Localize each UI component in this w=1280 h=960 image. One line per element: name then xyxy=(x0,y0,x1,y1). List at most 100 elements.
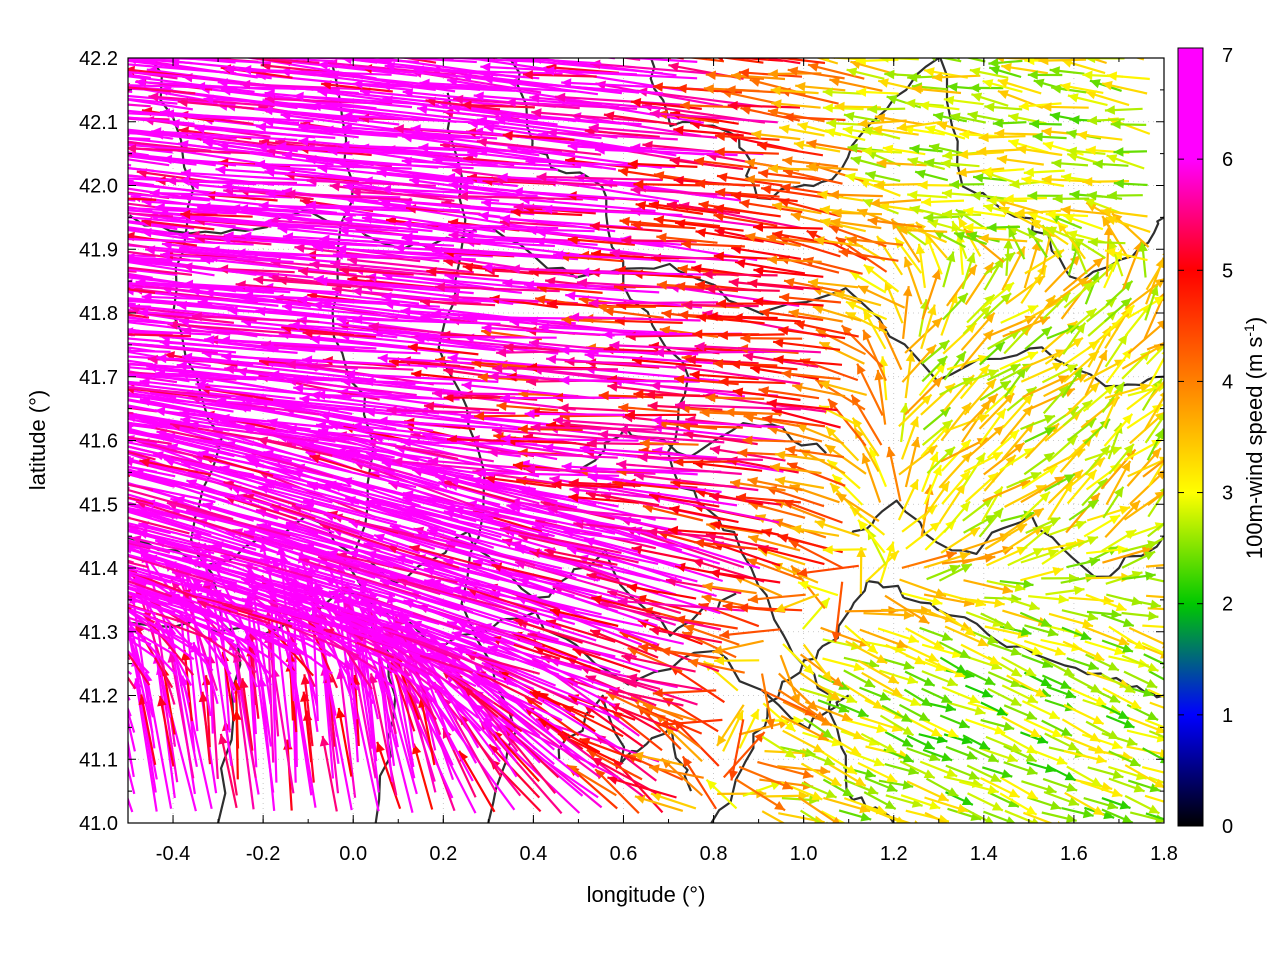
x-tick-label: 0.4 xyxy=(519,843,547,865)
wind-vector xyxy=(128,313,150,319)
wind-vector xyxy=(555,92,683,106)
wind-vector xyxy=(1145,344,1164,365)
wind-vector xyxy=(879,541,895,584)
wind-vector xyxy=(128,302,136,306)
wind-vector xyxy=(128,559,134,564)
wind-vector xyxy=(128,596,176,614)
wind-vector xyxy=(161,154,316,172)
wind-vector xyxy=(767,163,818,174)
wind-vector xyxy=(1047,276,1089,308)
wind-vector xyxy=(713,204,781,218)
wind-vector xyxy=(938,641,971,659)
wind-vector xyxy=(817,674,850,691)
wind-vector xyxy=(1041,719,1073,737)
wind-vector xyxy=(1146,342,1164,351)
wind-vector xyxy=(276,141,433,154)
wind-vector xyxy=(128,116,195,125)
wind-vector xyxy=(959,363,991,400)
wind-vector xyxy=(128,524,233,554)
wind-vector xyxy=(921,670,959,687)
wind-vector xyxy=(766,233,824,245)
wind-vector xyxy=(1148,577,1164,583)
wind-vector xyxy=(128,430,230,445)
wind-vector xyxy=(818,380,867,396)
wind-vector xyxy=(1007,226,1026,260)
wind-vector xyxy=(1062,256,1105,292)
wind-vector xyxy=(900,794,941,810)
wind-vector xyxy=(285,189,413,201)
wind-vector xyxy=(128,220,195,230)
wind-vector xyxy=(859,628,908,649)
wind-vector xyxy=(1020,549,1059,564)
wind-vector xyxy=(522,70,597,80)
wind-vector xyxy=(135,277,291,294)
wind-vector xyxy=(904,317,943,354)
wind-vector xyxy=(722,731,766,779)
wind-vector xyxy=(822,657,865,672)
wind-vector xyxy=(594,145,738,157)
wind-vector xyxy=(819,749,858,776)
wind-vector xyxy=(1084,349,1108,396)
wind-vector xyxy=(128,503,193,522)
wind-vector xyxy=(1121,550,1156,569)
wind-vector xyxy=(128,412,230,432)
wind-vector xyxy=(128,363,129,366)
wind-vector xyxy=(1060,205,1111,216)
wind-vector xyxy=(243,290,400,305)
wind-vector xyxy=(802,643,833,683)
wind-vector xyxy=(128,373,257,381)
wind-vector xyxy=(179,244,336,264)
wind-vector xyxy=(803,717,834,740)
wind-vector xyxy=(1020,362,1064,383)
wind-vector xyxy=(921,480,951,521)
wind-vector xyxy=(565,291,703,309)
wind-vector xyxy=(987,671,1022,688)
wind-vector xyxy=(947,701,986,716)
wind-vector xyxy=(1041,657,1075,677)
wind-vector xyxy=(807,278,859,289)
wind-vector xyxy=(128,266,193,276)
wind-vector xyxy=(128,386,232,398)
wind-vector xyxy=(861,452,882,503)
wind-vector xyxy=(1021,700,1061,720)
wind-vector xyxy=(959,780,999,795)
wind-vector xyxy=(128,546,192,570)
wind-vector xyxy=(846,67,885,80)
wind-vector xyxy=(1076,130,1123,141)
wind-vector xyxy=(966,764,1002,783)
wind-vector xyxy=(898,393,933,428)
wind-vector xyxy=(128,132,237,140)
wind-vector xyxy=(778,124,825,137)
wind-vector xyxy=(980,777,1021,799)
wind-vector xyxy=(855,58,899,66)
wind-vector xyxy=(730,191,798,203)
wind-vector xyxy=(920,304,937,350)
wind-vector xyxy=(844,172,886,185)
wind-vector xyxy=(760,673,776,730)
wind-vector xyxy=(1043,790,1080,806)
wind-vector xyxy=(982,479,1031,503)
wind-vector xyxy=(939,714,971,729)
wind-vector xyxy=(1003,194,1047,204)
wind-vector xyxy=(1104,333,1129,368)
wind-vector xyxy=(985,735,1022,753)
wind-vector xyxy=(695,178,760,189)
wind-vector xyxy=(961,393,999,432)
wind-vector xyxy=(747,278,821,291)
wind-vector xyxy=(931,58,962,63)
wind-vector xyxy=(822,778,854,798)
wind-vector xyxy=(1108,625,1146,651)
wind-vector xyxy=(1025,516,1061,535)
wind-vector xyxy=(1087,237,1126,247)
wind-vector xyxy=(128,151,149,157)
wind-vector xyxy=(553,250,696,264)
wind-vector xyxy=(413,65,563,75)
wind-vector xyxy=(826,459,861,490)
wind-vector xyxy=(1146,428,1164,461)
wind-vector xyxy=(1041,674,1072,690)
y-tick-label: 41.6 xyxy=(79,431,118,453)
wind-vector xyxy=(673,125,744,137)
wind-vector xyxy=(949,179,985,190)
wind-vector xyxy=(945,413,990,432)
wind-vector xyxy=(714,131,780,142)
